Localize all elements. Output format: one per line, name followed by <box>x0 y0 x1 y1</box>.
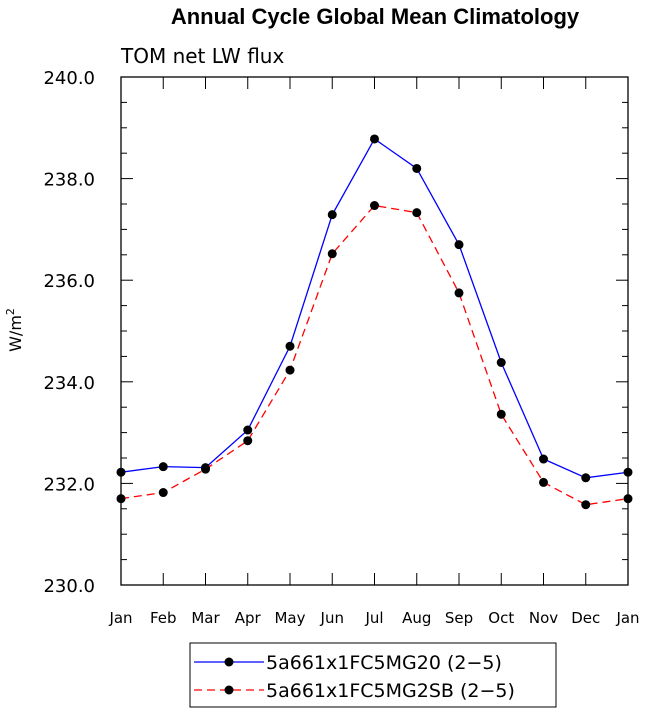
data-point-series-1 <box>454 240 464 250</box>
data-point-series-1 <box>623 467 633 477</box>
data-point-series-1 <box>412 163 422 173</box>
x-tick-label: Feb <box>150 609 177 627</box>
legend-marker-series-2 <box>224 685 234 695</box>
data-point-series-1 <box>327 210 337 220</box>
x-tick-label: Aug <box>402 609 431 627</box>
x-tick-label: Jan <box>615 609 639 627</box>
data-point-series-2 <box>623 494 633 504</box>
y-axis-label: W/m2 <box>4 308 25 352</box>
data-point-series-2 <box>454 288 464 298</box>
data-point-series-1 <box>243 425 253 435</box>
legend-box <box>189 642 557 708</box>
x-tick-label: Jul <box>364 609 383 627</box>
data-point-series-2 <box>243 436 253 446</box>
legend-label-series-2: 5a661x1FC5MG2SB (2−5) <box>266 680 515 702</box>
y-axis-label-superscript: 2 <box>4 308 17 315</box>
data-point-series-1 <box>539 454 548 464</box>
chart-subtitle: TOM net LW flux <box>120 44 284 68</box>
y-tick-label: 234.0 <box>43 373 95 394</box>
data-point-series-1 <box>158 462 168 472</box>
data-point-series-2 <box>327 249 337 259</box>
y-tick-label: 238.0 <box>43 170 95 191</box>
data-point-series-2 <box>412 208 422 218</box>
series-line-1 <box>120 138 629 479</box>
x-tick-label: Dec <box>571 609 600 627</box>
x-tick-label: May <box>274 609 305 627</box>
y-tick-label: 230.0 <box>43 576 95 597</box>
data-point-series-1 <box>581 473 591 483</box>
data-point-series-2 <box>370 201 379 211</box>
y-tick-label: 236.0 <box>43 271 95 292</box>
plot-frame <box>120 76 629 586</box>
legend-marker-series-1 <box>224 657 234 667</box>
x-tick-label: Oct <box>488 609 514 627</box>
data-point-series-1 <box>116 467 126 477</box>
legend: 5a661x1FC5MG20 (2−5) 5a661x1FC5MG2SB (2−… <box>189 642 557 708</box>
data-point-series-2 <box>285 365 295 375</box>
data-point-series-1 <box>370 134 379 144</box>
data-point-series-2 <box>201 464 210 474</box>
chart-title: Annual Cycle Global Mean Climatology <box>171 4 580 29</box>
x-tick-label: Sep <box>445 609 473 627</box>
y-axis-label-text: W/m <box>6 315 25 352</box>
x-tick-label: Mar <box>191 609 220 627</box>
data-point-series-2 <box>496 409 506 419</box>
axes: 230.0 232.0 234.0 236.0 238.0 240.0 Jan Feb Mar A… <box>43 68 639 627</box>
data-point-series-2 <box>116 494 126 504</box>
series-line-2 <box>120 204 629 506</box>
x-tick-label: Jan <box>108 609 132 627</box>
data-point-series-2 <box>158 488 168 498</box>
x-tick-label: Jun <box>320 609 344 627</box>
y-tick-label: 232.0 <box>43 474 95 495</box>
data-point-series-1 <box>496 357 506 367</box>
data-point-series-2 <box>581 500 591 510</box>
data-point-series-1 <box>285 341 295 351</box>
legend-label-series-1: 5a661x1FC5MG20 (2−5) <box>266 652 502 674</box>
x-tick-label: Apr <box>235 609 262 627</box>
y-tick-label: 240.0 <box>43 68 95 89</box>
x-tick-label: Nov <box>529 609 558 627</box>
data-point-series-2 <box>539 477 548 487</box>
series-layer <box>116 134 633 510</box>
